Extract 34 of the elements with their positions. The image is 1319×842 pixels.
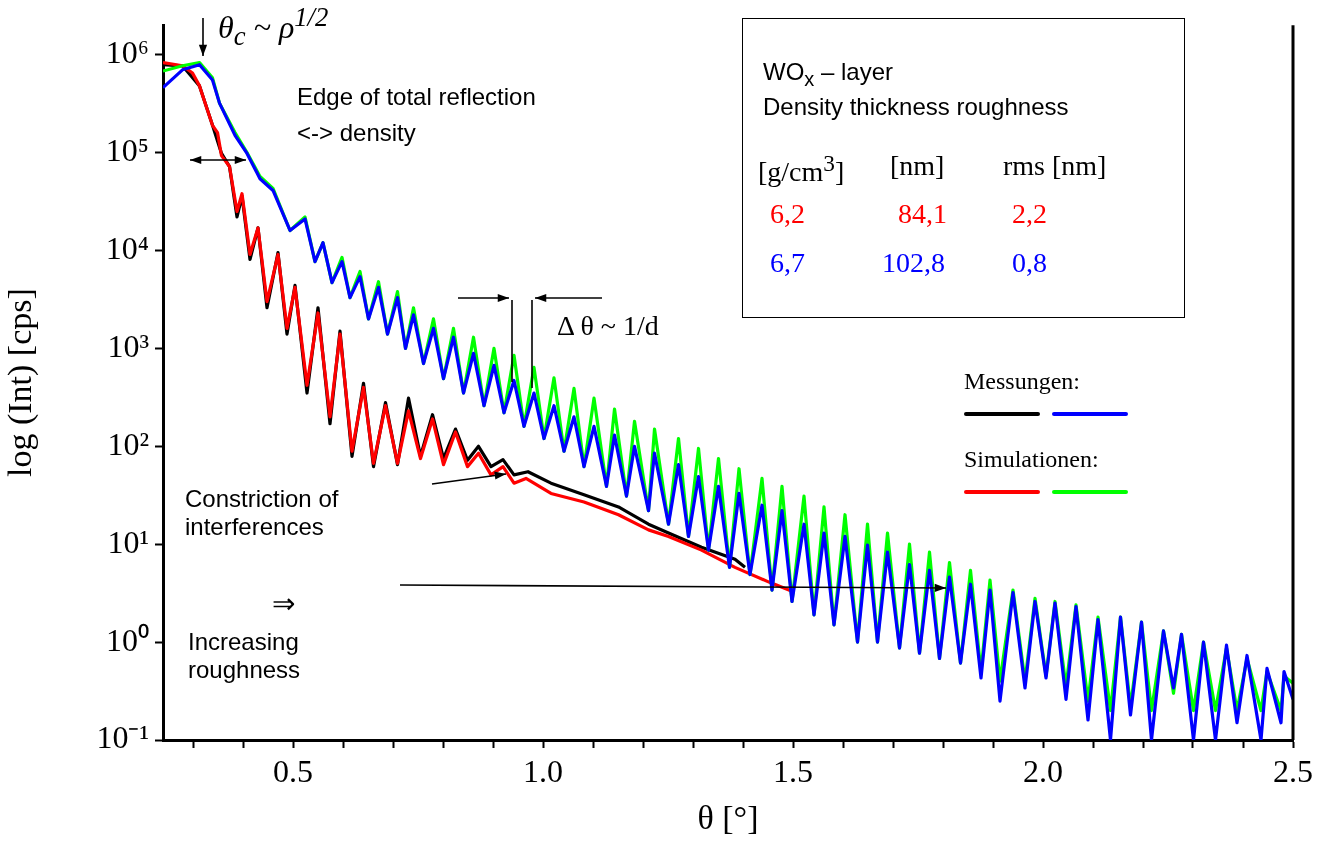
annotation: 6,7 xyxy=(770,247,805,280)
x-tick-label: 2.5 xyxy=(1273,752,1313,789)
y-tick-label: 10⁶ xyxy=(105,34,149,71)
x-tick-label: 1.0 xyxy=(523,752,563,789)
annotation: Edge of total reflection xyxy=(297,83,536,111)
annotation: WO$_{x}$ – layer xyxy=(763,58,894,91)
annotation: 2,2 xyxy=(1012,198,1047,231)
annotation: 0,8 xyxy=(1012,247,1047,280)
annotation: 102,8 xyxy=(882,247,945,280)
x-tick-label: 2.0 xyxy=(1023,752,1063,789)
annotation: θ$_{c}$ ~ ρ$^{1/2}$ xyxy=(218,2,329,52)
annotation: <-> density xyxy=(297,119,416,147)
x-axis-title: θ [°] xyxy=(697,798,759,836)
annotation: Simulationen: xyxy=(964,446,1099,474)
y-tick-label: 10⁵ xyxy=(105,131,149,168)
y-tick-label: 10⁻¹ xyxy=(96,719,149,756)
y-tick-label: 10³ xyxy=(107,327,149,364)
y-tick-label: 10⁴ xyxy=(105,229,149,266)
y-tick-label: 10² xyxy=(107,425,149,462)
x-tick-label: 1.5 xyxy=(773,752,813,789)
annotation: ⇒ xyxy=(272,588,295,621)
annotation: 6,2 xyxy=(770,198,805,231)
annotation: Density thickness roughness xyxy=(763,93,1069,121)
annotation: 84,1 xyxy=(898,198,947,231)
annotation: Constriction of interferences xyxy=(185,485,340,541)
y-axis-title: log (Int) [cps] xyxy=(1,288,40,478)
annotation: [g/cm$^{3}$] xyxy=(758,150,845,189)
x-tick-label: 0.5 xyxy=(273,752,313,789)
y-tick-label: 10¹ xyxy=(107,523,149,560)
annotation: rms [nm] xyxy=(1003,150,1107,183)
y-tick-label: 10⁰ xyxy=(106,621,149,658)
annotation: Messungen: xyxy=(964,368,1080,396)
annotation: Increasing roughness xyxy=(188,628,302,684)
annotation: [nm] xyxy=(890,150,945,183)
